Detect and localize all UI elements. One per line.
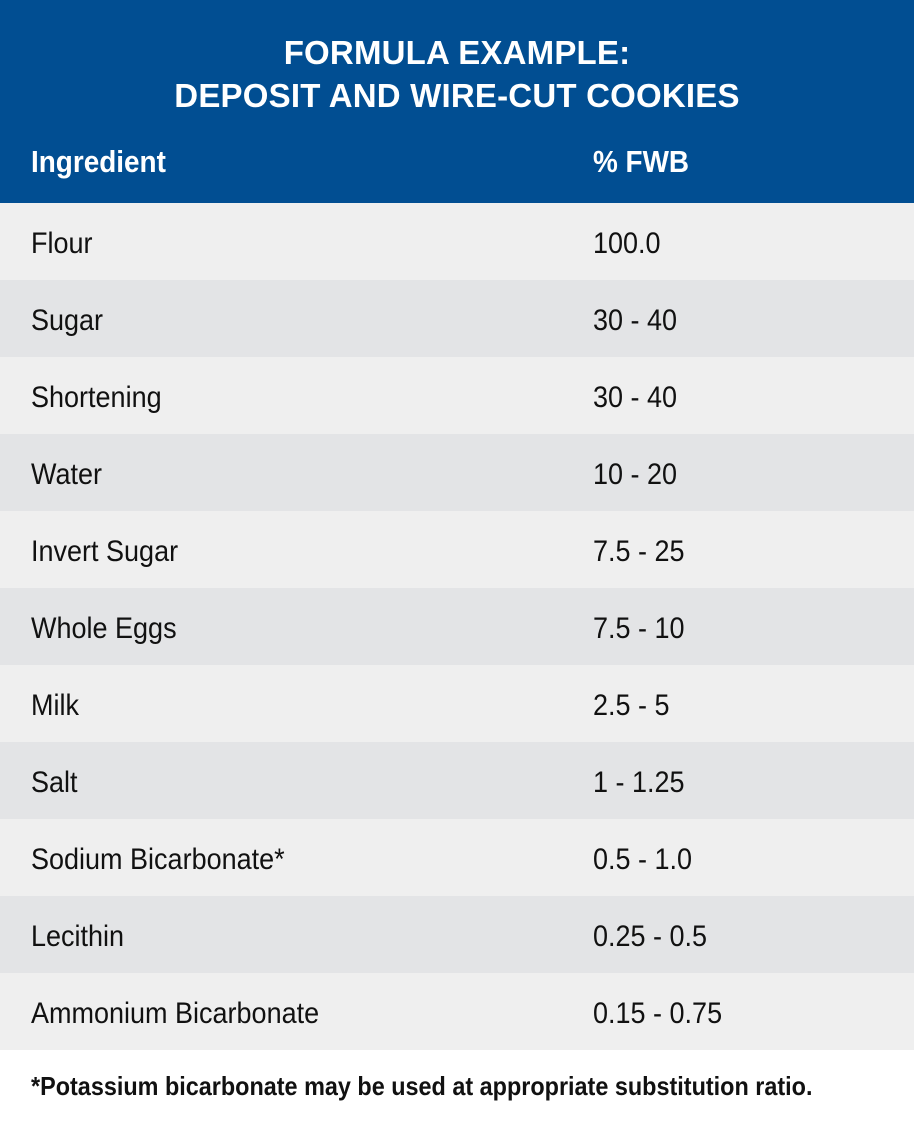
fwb-cell: 0.5 - 1.0 (593, 843, 693, 876)
ingredient-cell: Milk (31, 689, 79, 722)
table-row: Flour 100.0 (0, 203, 914, 280)
ingredient-cell: Flour (31, 227, 93, 260)
table-row: Whole Eggs 7.5 - 10 (0, 588, 914, 665)
fwb-cell: 7.5 - 10 (593, 612, 685, 645)
fwb-cell: 0.25 - 0.5 (593, 920, 708, 953)
footnote: *Potassium bicarbonate may be used at ap… (31, 1071, 813, 1101)
table-row: Water 10 - 20 (0, 434, 914, 511)
fwb-cell: 100.0 (593, 227, 661, 260)
title-line-2: DEPOSIT AND WIRE-CUT COOKIES (174, 77, 740, 114)
ingredient-cell: Sodium Bicarbonate* (31, 843, 285, 876)
table-row: Invert Sugar 7.5 - 25 (0, 511, 914, 588)
fwb-cell: 7.5 - 25 (593, 535, 685, 568)
ingredient-cell: Shortening (31, 381, 162, 414)
fwb-cell: 2.5 - 5 (593, 689, 670, 722)
table-row: Milk 2.5 - 5 (0, 665, 914, 742)
table-header: FORMULA EXAMPLE: DEPOSIT AND WIRE-CUT CO… (0, 0, 914, 203)
ingredient-cell: Lecithin (31, 920, 125, 953)
table-row: Shortening 30 - 40 (0, 357, 914, 434)
fwb-cell: 0.15 - 0.75 (593, 997, 723, 1030)
column-header-ingredient: Ingredient (31, 144, 166, 179)
table-title: FORMULA EXAMPLE: DEPOSIT AND WIRE-CUT CO… (0, 31, 914, 117)
column-header-fwb: % FWB (593, 144, 690, 179)
ingredient-cell: Whole Eggs (31, 612, 177, 645)
table-row: Sugar 30 - 40 (0, 280, 914, 357)
ingredient-cell: Ammonium Bicarbonate (31, 997, 320, 1030)
ingredient-cell: Sugar (31, 304, 104, 337)
ingredient-cell: Salt (31, 766, 78, 799)
ingredient-cell: Invert Sugar (31, 535, 179, 568)
title-line-1: FORMULA EXAMPLE: (283, 34, 631, 71)
fwb-cell: 1 - 1.25 (593, 766, 685, 799)
table-body: Flour 100.0 Sugar 30 - 40 Shortening 30 … (0, 203, 914, 1050)
table-row: Lecithin 0.25 - 0.5 (0, 896, 914, 973)
ingredient-cell: Water (31, 458, 103, 491)
table-row: Salt 1 - 1.25 (0, 742, 914, 819)
fwb-cell: 30 - 40 (593, 381, 678, 414)
table-row: Ammonium Bicarbonate 0.15 - 0.75 (0, 973, 914, 1050)
fwb-cell: 10 - 20 (593, 458, 678, 491)
table-row: Sodium Bicarbonate* 0.5 - 1.0 (0, 819, 914, 896)
fwb-cell: 30 - 40 (593, 304, 678, 337)
